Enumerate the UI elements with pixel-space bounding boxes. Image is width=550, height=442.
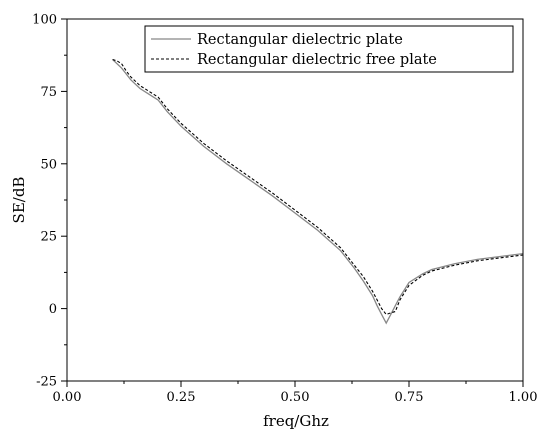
x-tick-label: 1.00 [509,390,538,405]
axes: 0.00 0.25 0.50 0.75 1.00 -25 0 25 50 75 100 [32,13,537,406]
legend: Rectangular dielectric plate Rectangular … [144,25,514,73]
x-tick-label: 0.00 [53,390,82,405]
plot-frame [66,18,524,382]
y-tick-label: -25 [36,375,57,390]
x-tick-label: 0.25 [167,390,196,405]
x-tick-label: 0.75 [395,390,424,405]
y-tick-label: 0 [49,302,57,317]
series-line-2 [112,58,524,316]
legend-box [144,25,514,73]
y-axis-title: SE/dB [10,177,28,224]
y-tick-label: 75 [40,85,57,100]
y-tick-label: 50 [40,157,57,172]
series-line-1 [112,59,524,325]
x-tick-label: 0.50 [281,390,310,405]
y-tick-label: 25 [40,230,57,245]
x-axis-title: freq/Ghz [263,412,329,430]
legend-label-2: Rectangular dielectric free plate [197,52,437,68]
y-tick-label: 100 [32,13,57,28]
legend-label-1: Rectangular dielectric plate [197,32,403,48]
plot-area [112,58,524,325]
